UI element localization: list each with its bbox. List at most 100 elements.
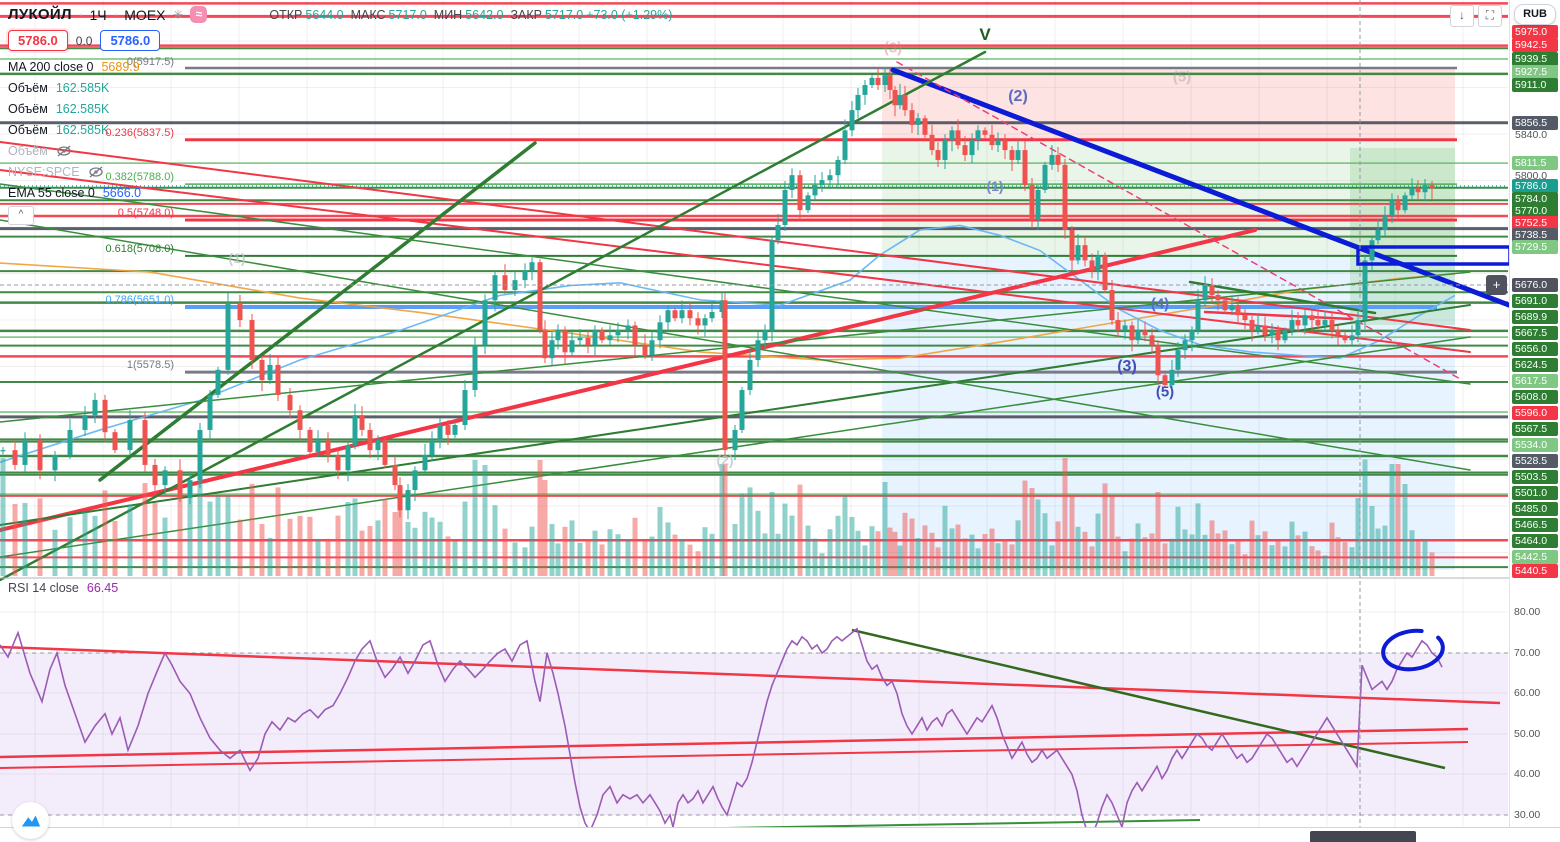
spread-value: 0.0 [75,33,93,48]
indicator-row[interactable]: Объём 162.585K [8,119,141,140]
indicator-label: Объём [8,143,48,158]
rsi-scale-label: 30.00 [1514,809,1541,821]
indicator-value: 5689.9 [101,59,140,74]
change-value: +73.0 (+1.29%) [586,7,673,22]
trade-panel: 5786.0 0.0 5786.0 [8,30,161,51]
elliott-wave-label: (2) [1008,88,1028,105]
elliott-wave-label: (3) [883,39,903,57]
price-scale-label: 5617.5 [1512,374,1558,388]
price-scale-label: 5656.0 [1512,342,1558,356]
price-scale-label: 5811.5 [1512,156,1558,170]
rsi-scale-label: 60.00 [1514,687,1541,699]
elliott-wave-label: (1) [986,178,1004,194]
tradingview-logo[interactable] [12,802,49,839]
symbol-name[interactable]: ЛУКОЙЛ [8,6,72,23]
high-value: 5717.0 [388,7,427,22]
fib-level-label: 1(5578.5) [126,359,174,371]
indicator-row[interactable]: Объём [8,140,141,161]
price-scale-label: 5729.5 [1512,240,1558,254]
indicator-row[interactable]: Объём 162.585K [8,77,141,98]
elliott-wave-label: (2) [716,452,734,468]
price-scale-label: 5596.0 [1512,406,1558,420]
fib-level-label: 0.382(5788.0) [105,171,175,183]
fib-level-label: 0.786(5651.0) [105,294,175,306]
currency-button[interactable]: RUB [1514,4,1556,25]
indicator-value: 162.585K [55,101,110,116]
indicator-label: Объём [8,122,48,137]
price-scale-label: 5485.0 [1512,502,1558,516]
rsi-scale-label: 40.00 [1514,768,1541,780]
eye-off-icon[interactable] [88,166,104,178]
elliott-wave-label: (1) [228,250,246,266]
elliott-wave-label: V [979,25,991,44]
price-scale-label: 5501.0 [1512,486,1558,500]
price-scale-label: 5939.5 [1512,52,1558,66]
open-value: 5644.0 [305,7,344,22]
close-label: ЗАКР [510,7,542,22]
price-scale-label: 5784.0 [1512,192,1558,206]
price-scale-label: 5911.0 [1512,78,1558,92]
eye-off-icon[interactable] [56,145,72,157]
mountain-logo-icon [21,815,40,826]
price-scale-label: 5942.5 [1512,38,1558,52]
elliott-wave-label: (5) [1172,68,1192,86]
rsi-label: RSI 14 close [8,581,79,595]
indicator-row[interactable]: MA 200 close 0 5689.9 [8,56,141,77]
rsi-scale-label: 70.00 [1514,647,1541,659]
price-scale-label: 5738.5 [1512,228,1558,242]
price-scale-label: 5770.0 [1512,204,1558,218]
open-label: ОТКР [269,7,303,22]
indicator-row[interactable]: EMA 55 close 0 5666.0 [8,182,141,203]
elliott-wave-label: (3) [1117,358,1137,375]
price-scale-label: 5608.0 [1512,390,1558,404]
indicator-label: EMA 55 close 0 [8,185,95,200]
indicator-label: Объём [8,101,48,116]
pane-controls: ↓ ⛶ [1450,5,1502,27]
symbol-header: ЛУКОЙЛ · 1Ч · MOEX ✳ ≈ ОТКР 5644.0 МАКС … [8,6,672,23]
fib-level-label: 0.236(5837.5) [105,127,175,139]
price-scale-label: 5689.9 [1512,310,1558,324]
price-scale-label: 5786.0 [1512,179,1558,193]
price-scale-label: 5667.5 [1512,326,1558,340]
magnet-icon[interactable]: ≈ [190,6,208,23]
price-scale[interactable]: 5975.0 5942.5 5939.5 5927.5 5911.0 5856.5 5840… [1509,0,1560,828]
separator-dot: · [78,8,83,21]
price-scale-label: 5466.5 [1512,518,1558,532]
buy-button[interactable]: 5786.0 [100,30,161,51]
price-scale-label: 5927.5 [1512,65,1558,79]
maximize-icon[interactable]: ⛶ [1478,5,1502,27]
arrow-down-icon[interactable]: ↓ [1450,5,1474,27]
indicator-label: NYSE:SPCE [8,164,80,179]
fib-level-label: 0.5(5748.0) [117,207,174,219]
price-scale-label: 5567.5 [1512,422,1558,436]
exchange[interactable]: MOEX [124,6,166,23]
price-scale-label: 5856.5 [1512,116,1558,130]
close-value: 5717.0 [544,7,584,22]
crosshair-plus-button[interactable]: + [1486,275,1507,295]
low-label: МИН [433,7,463,22]
sell-button[interactable]: 5786.0 [8,30,68,51]
indicator-label: Объём [8,80,48,95]
time-axis[interactable] [0,827,1560,842]
indicator-value: 5666.0 [102,185,142,200]
price-scale-label: 5691.0 [1512,294,1558,308]
indicator-row[interactable]: Объём 162.585K [8,98,141,119]
timeframe[interactable]: 1Ч [89,6,107,23]
price-scale-label: 5503.5 [1512,470,1558,484]
fib-level-label: 0(5917.5) [126,56,174,68]
indicator-legend: MA 200 close 0 5689.9 Объём 162.585K Объём 16… [8,56,141,203]
collapse-legend-button[interactable]: ^ [8,206,34,225]
price-scale-label: 5752.5 [1512,216,1558,230]
price-scale-label: 5534.0 [1512,438,1558,452]
indicator-label: MA 200 close 0 [8,59,94,74]
high-label: МАКС [350,7,386,22]
indicator-value: 162.585K [55,122,110,137]
price-scale-label: 5624.5 [1512,358,1558,372]
indicator-row[interactable]: NYSE:SPCE [8,161,141,182]
price-scale-label: 5975.0 [1512,25,1558,39]
rsi-legend[interactable]: RSI 14 close 66.45 [8,581,118,595]
snowflake-icon[interactable]: ✳ [172,6,184,22]
fib-level-label: 0.618(5708.0) [105,243,175,255]
